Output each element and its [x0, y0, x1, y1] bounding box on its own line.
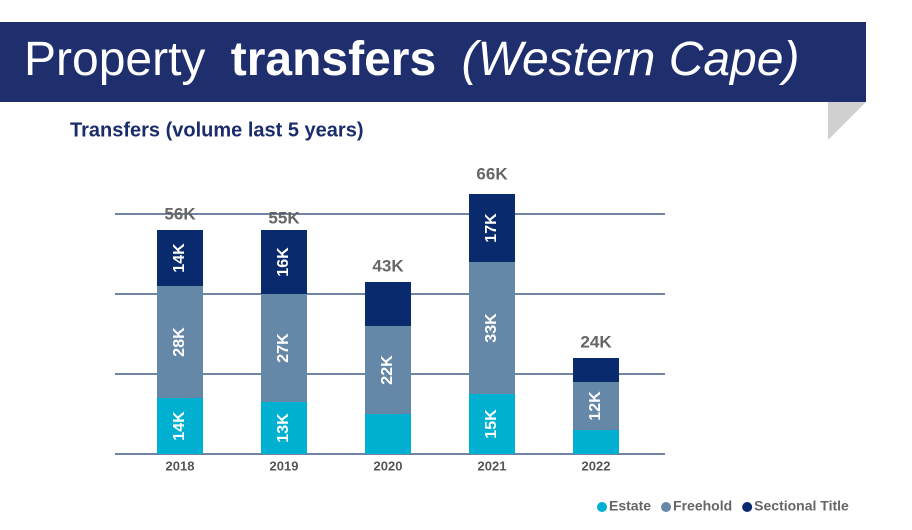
value-label: 17K: [483, 213, 500, 243]
legend-marker: [597, 502, 607, 512]
total-label: 55K: [268, 208, 300, 227]
bar-segment: [261, 294, 307, 402]
bar-segment: [157, 398, 203, 454]
x-tick-label: 2019: [270, 458, 299, 473]
title-band: [0, 22, 866, 102]
legend-label: Freehold: [673, 498, 732, 514]
value-label: 16K: [275, 247, 292, 277]
bar-segment: [469, 262, 515, 394]
bar-segment: [573, 430, 619, 454]
legend-marker: [742, 502, 753, 512]
value-label: 13K: [275, 413, 292, 443]
bar-segment: [261, 230, 307, 294]
bar-segment: [365, 414, 411, 454]
value-label: 28K: [171, 327, 188, 357]
legend-label: Estate: [609, 498, 651, 514]
bar-segment: [157, 286, 203, 398]
page-curl: [828, 102, 866, 140]
x-tick-label: 2021: [478, 458, 507, 473]
bar-segment: [365, 282, 411, 326]
legend-label: Sectional Title: [754, 498, 849, 514]
value-label: 15K: [483, 409, 500, 439]
bar-segment: [157, 230, 203, 286]
title-part: transfers: [231, 33, 436, 86]
bar-segment: [261, 402, 307, 454]
total-label: 66K: [476, 164, 508, 183]
legend-marker: [661, 502, 672, 512]
title-part: Property: [24, 33, 205, 86]
value-label: 33K: [483, 313, 500, 343]
total-label: 24K: [580, 332, 612, 351]
chart-title: Transfers (volume last 5 years): [70, 119, 363, 141]
value-label: 27K: [275, 333, 292, 363]
slide-title: Property transfers (Western Cape): [24, 33, 799, 86]
x-tick-label: 2022: [582, 458, 611, 473]
value-label: 22K: [379, 355, 396, 385]
x-tick-label: 2018: [166, 458, 195, 473]
total-label: 43K: [372, 256, 404, 275]
value-label: 12K: [587, 391, 604, 421]
total-label: 56K: [164, 204, 196, 223]
bar-segment: [469, 394, 515, 454]
bar-segment: [573, 382, 619, 430]
bar-segment: [469, 194, 515, 262]
bar-segment: [365, 326, 411, 414]
value-label: 14K: [171, 411, 188, 441]
x-tick-label: 2020: [374, 458, 403, 473]
title-part: (Western Cape): [462, 33, 800, 86]
bar-segment: [573, 358, 619, 382]
value-label: 14K: [171, 243, 188, 273]
